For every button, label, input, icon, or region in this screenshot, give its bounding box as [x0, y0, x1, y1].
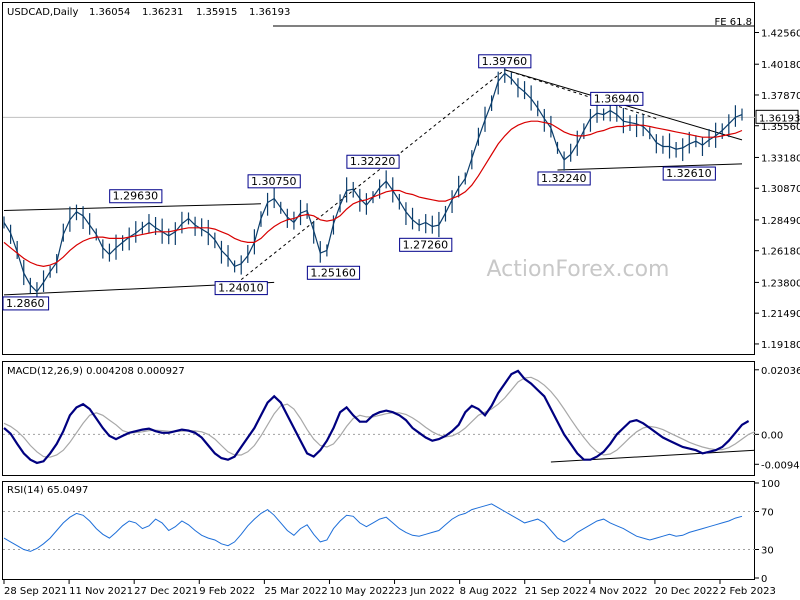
rsi-line — [3, 503, 743, 552]
price-annotation-box — [590, 91, 644, 106]
price-annotation-box — [109, 189, 163, 204]
rsi-y-tick-label: 70 — [761, 508, 774, 519]
x-tick-label: 27 Dec 2021 — [134, 586, 198, 597]
ohlc-open: 1.36054 — [89, 7, 130, 18]
price-y-tick-label: 1.21490 — [761, 309, 800, 320]
x-tick-label: 25 Mar 2022 — [264, 586, 327, 597]
x-tick-label: 21 Sep 2022 — [525, 586, 588, 597]
ohlc-high: 1.36231 — [142, 7, 183, 18]
x-tick-label: 20 Dec 2022 — [655, 586, 719, 597]
price-y-tick-label: 1.19180 — [761, 340, 800, 351]
price-y-tick-label: 1.35560 — [761, 122, 800, 133]
macd-line — [3, 369, 750, 465]
price-panel — [2, 2, 755, 355]
ohlc-close: 1.36193 — [249, 7, 290, 18]
price-y-tick-label: 1.28490 — [761, 216, 800, 227]
macd-panel — [2, 361, 755, 476]
x-tick-label: 2 Feb 2023 — [720, 586, 776, 597]
price-y-tick-label: 1.30870 — [761, 184, 800, 195]
x-tick-label: 10 May 2022 — [329, 586, 394, 597]
price-annotation-box — [214, 281, 268, 296]
price-y-tick-label: 1.42560 — [761, 29, 800, 40]
x-tick-label: 8 Aug 2022 — [460, 586, 518, 597]
price-annotation-box — [399, 237, 453, 252]
macd-y-tick-label: -0.009438 — [761, 460, 800, 471]
price-annotation-box — [662, 166, 716, 181]
x-tick-label: 11 Nov 2021 — [69, 586, 133, 597]
price-annotation-label: 1.25160 — [310, 266, 356, 279]
price-trendline — [3, 203, 261, 211]
current-price-box — [755, 109, 799, 124]
price-annotation-label: 1.29630 — [113, 190, 159, 203]
price-y-tick-label: 1.33180 — [761, 153, 800, 164]
price-annotation-label: 1.32220 — [350, 155, 396, 168]
price-annotation-label: 1.27260 — [403, 238, 449, 251]
price-trendline — [557, 163, 743, 171]
price-annotation-label: 1.24010 — [218, 282, 264, 295]
x-tick-label: 23 Jun 2022 — [395, 586, 455, 597]
price-y-tick-label: 1.40180 — [761, 60, 800, 71]
macd-title: MACD(12,26,9) 0.004208 0.000927 — [7, 366, 185, 377]
price-annotation-label: 1.32240 — [541, 172, 587, 185]
price-y-tick-label: 1.37870 — [761, 91, 800, 102]
fib-label: FE 61.8 — [714, 17, 752, 28]
rsi-panel — [2, 481, 755, 580]
price-annotation-box — [306, 265, 361, 280]
x-tick-label: 28 Sep 2021 — [4, 586, 67, 597]
price-annotation-box — [478, 54, 532, 69]
current-price-label: 1.36193 — [759, 113, 800, 124]
price-annotation-label: 1.32610 — [666, 167, 712, 180]
rsi-title: RSI(14) 65.0497 — [7, 485, 88, 496]
rsi-y-tick-label: 30 — [761, 546, 774, 557]
price-annotation-label: 1.39760 — [482, 55, 527, 68]
price-annotation-box — [346, 154, 400, 169]
price-annotation-box — [247, 174, 301, 189]
ohlc-low: 1.35915 — [196, 7, 237, 18]
macd-y-tick-label: 0.00 — [761, 430, 783, 441]
rsi-y-tick-label: 0 — [761, 574, 767, 585]
price-title: USDCAD,Daily — [7, 7, 78, 18]
price-annotation-label: 1.36940 — [594, 92, 640, 105]
price-trendline — [504, 69, 657, 120]
macd-y-tick-label: 0.02036 — [761, 366, 800, 377]
price-annotation-label: 1.30750 — [251, 175, 297, 188]
moving-average-line — [3, 120, 743, 268]
price-y-tick-label: 1.23800 — [761, 278, 800, 289]
rsi-y-tick-label: 100 — [761, 479, 780, 490]
x-tick-label: 4 Nov 2022 — [590, 586, 648, 597]
price-trendline — [240, 69, 506, 280]
x-tick-label: 9 Feb 2022 — [199, 586, 255, 597]
price-annotation-box — [2, 296, 50, 311]
watermark: ActionForex.com — [487, 257, 670, 282]
price-annotation-box — [537, 171, 591, 186]
price-y-tick-label: 1.26180 — [761, 247, 800, 258]
price-annotation-label: 1.2860 — [6, 297, 45, 310]
